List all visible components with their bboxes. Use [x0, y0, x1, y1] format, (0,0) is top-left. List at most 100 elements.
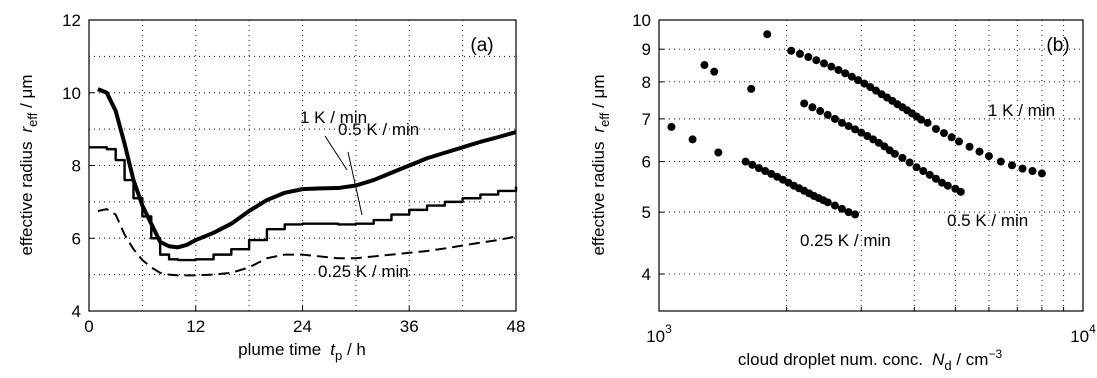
panel-b-series-0-point-25: [939, 129, 948, 138]
panel-b-annot-025k: 0.25 K / min: [800, 231, 891, 250]
panel-b-series-0-point-27: [955, 137, 964, 146]
panel-b-series-0-point-30: [984, 152, 993, 161]
panel-b-ticks: 103 104 4 5 6 7 8 9 10: [632, 11, 1096, 346]
panel-a-ytick-label-3: 10: [62, 84, 81, 103]
panel-b-ytick-label-4: 8: [642, 73, 651, 92]
panel-a-annot-1k: 1 K / min: [300, 108, 367, 127]
panel-b-series-0-point-34: [1028, 166, 1037, 175]
panel-b-series-1-point-25: [943, 181, 952, 190]
panel-b-series-1-point-22: [925, 170, 934, 179]
panel-b-series-1-point-12: [863, 132, 872, 141]
panel-b-series-1-point-27: [956, 187, 965, 196]
panel-b-annot-1k: 1 K / min: [988, 101, 1055, 120]
panel-b-xtick-label-1: 104: [1070, 322, 1096, 346]
panel-a-xtick-label-2: 24: [293, 317, 312, 336]
panel-b-series-0-point-31: [996, 157, 1005, 166]
panel-b-series-2-point-7: [767, 169, 776, 178]
panel-b-series-1-point-8: [837, 118, 846, 127]
panel-b-series-0-point-3: [804, 53, 813, 62]
panel-a-xtick-label-0: 0: [84, 317, 93, 336]
panel-b-series-2-point-22: [851, 210, 860, 219]
panel-a-xlabel: plume time tp / h: [238, 340, 366, 363]
panel-b-series-0-point-24: [931, 124, 940, 133]
panel-b-series-0-point-23: [923, 118, 932, 127]
panel-b-series-0-point-5: [820, 59, 829, 68]
panel-b-series-0-point-22: [917, 115, 926, 124]
panel-a-ytick-label-4: 12: [62, 11, 81, 30]
panel-b-series-0-point-29: [975, 147, 984, 156]
panel-b-series-0-point-12: [866, 83, 875, 92]
panel-b-series-1-point-1: [710, 67, 719, 76]
panel-b-series-1-point-4: [808, 103, 817, 112]
panel-a-series: [89, 87, 518, 277]
panel-b-series-2-point-21: [844, 208, 853, 217]
panel-b-annot-05k: 0.5 K / min: [947, 211, 1028, 230]
panel-b-series-1-point-17: [890, 149, 899, 158]
panel-a-ticks: 0 12 24 36 48 4 6 8 10 12: [62, 11, 525, 336]
panel-a-label: (a): [470, 35, 493, 56]
panel-b-series-2-point-6: [761, 166, 770, 175]
panel-b-label: (b): [1046, 35, 1069, 56]
panel-b-series-0-point-33: [1018, 164, 1027, 173]
panel-b-series-0-point-0: [763, 30, 772, 39]
panel-b-series-1-point-23: [931, 174, 940, 183]
panel-a-series-line-2: [97, 208, 517, 277]
panel-b-ytick-label-0: 4: [642, 265, 651, 284]
panel-b-ytick-label-6: 10: [632, 11, 651, 30]
panel-b-series-0-point-32: [1007, 161, 1016, 170]
panel-b-series-1-point-20: [912, 163, 921, 172]
panel-b-ytick-label-5: 9: [642, 40, 651, 59]
panel-a-ylabel: effective radiusreff / μm: [17, 74, 40, 255]
panel-a-xtick-label-3: 36: [400, 317, 419, 336]
panel-a-xtick-label-4: 48: [507, 317, 526, 336]
panel-b-ytick-label-2: 6: [642, 153, 651, 172]
panel-b-series-0-point-6: [827, 62, 836, 71]
panel-b-series-0-point-10: [854, 76, 863, 85]
panel-b-series-2-point-18: [823, 198, 832, 207]
panel-b-series-2-point-20: [837, 204, 846, 213]
panel-b: 103 104 4 5 6 7 8 9 10 (b) 1 K / min 0.5 K / min…: [589, 11, 1096, 373]
panel-a: 0 12 24 36 48 4 6 8 10 12 (a) 1 K / min 0.5 K / m…: [17, 11, 525, 363]
panel-b-series-1-point-11: [857, 128, 866, 137]
panel-b-series-0-point-7: [834, 65, 843, 74]
panel-a-xtick-label-1: 12: [186, 317, 205, 336]
panel-b-series-1-point-7: [830, 114, 839, 123]
panel-a-series-line-1: [89, 146, 518, 262]
panel-b-series-1-point-6: [823, 110, 832, 119]
panel-b-series-2-point-0: [667, 122, 676, 131]
panel-a-ytick-label-0: 4: [72, 302, 81, 321]
panel-b-series-0-point-1: [787, 46, 796, 55]
panel-b-ylabel: effective radiusreff / μm: [589, 74, 612, 255]
panel-b-xlabel: cloud droplet num. conc. Nd / cm−3: [738, 347, 1003, 373]
panel-b-series-2-point-3: [741, 157, 750, 166]
panel-b-series-2-point-2: [714, 148, 723, 157]
panel-b-ytick-label-1: 5: [642, 203, 651, 222]
panel-a-ytick-label-1: 6: [72, 229, 81, 248]
panel-b-series-1-point-9: [844, 122, 853, 131]
panel-b-series-0-point-28: [965, 142, 974, 151]
panel-a-leader-05k: [347, 151, 363, 216]
panel-b-series-0-point-26: [947, 133, 956, 142]
panel-b-series-1-point-3: [800, 99, 809, 108]
panel-a-leader-1k: [324, 135, 348, 171]
panel-b-grid: [659, 19, 1083, 311]
panel-b-series-1-point-5: [816, 107, 825, 116]
panel-a-ytick-label-2: 8: [72, 157, 81, 176]
panel-b-series-1-point-19: [905, 158, 914, 167]
panel-b-series-2-point-19: [830, 201, 839, 210]
panel-b-series-0-point-11: [860, 79, 869, 88]
panel-b-series-1-point-2: [747, 84, 756, 93]
panel-b-ytick-label-3: 7: [642, 110, 651, 129]
panel-b-series-2-point-5: [754, 164, 763, 173]
panel-a-annot-05k: 0.5 K / min: [338, 120, 419, 139]
panel-b-series-1-point-0: [700, 61, 709, 70]
panel-b-series: [667, 30, 1046, 219]
panel-b-series-0-point-9: [847, 72, 856, 81]
panel-b-series-1-point-18: [898, 153, 907, 162]
panel-b-series-0-point-35: [1037, 169, 1046, 178]
panel-b-axes-frame: [658, 19, 1084, 312]
panel-a-series-line-0: [97, 87, 517, 250]
panel-b-xtick-label-0: 103: [646, 322, 672, 346]
panel-b-series-1-point-21: [919, 166, 928, 175]
